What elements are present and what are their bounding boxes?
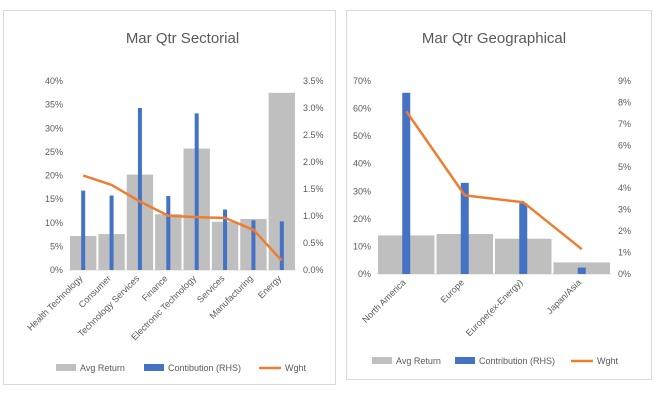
sectorial-category-label: Energy xyxy=(256,273,284,301)
sectorial-right-tick-label: 3.0% xyxy=(303,103,324,113)
geographical-category-label: North America xyxy=(360,277,407,324)
sectorial-contribution-bar xyxy=(166,196,171,270)
geographical-right-tick-label: 1% xyxy=(618,248,631,258)
geographical-right-tick-label: 6% xyxy=(618,140,631,150)
sectorial-right-tick-label: 2.0% xyxy=(303,157,324,167)
sectorial-chart: Mar Qtr Sectorial 0% 5% 10% 15% 20% 25% 30% 35% 4… xyxy=(25,30,324,373)
sectorial-legend-avg-return-swatch xyxy=(56,364,76,371)
geographical-chart-panel: Mar Qtr Geographical 0% 10% 20% 30% 40% 50% 60%… xyxy=(346,10,652,380)
geographical-right-tick-label: 4% xyxy=(618,183,631,193)
sectorial-left-tick-label: 30% xyxy=(45,123,63,133)
sectorial-contribution-bar xyxy=(279,221,284,270)
sectorial-right-tick-label: 0.5% xyxy=(303,238,324,248)
geographical-legend-contribution-swatch xyxy=(455,357,475,364)
geographical-category-label: Europe(ex-Energy) xyxy=(464,277,525,338)
geographical-left-tick-label: 30% xyxy=(353,186,371,196)
sectorial-contribution-bar xyxy=(137,108,142,270)
geographical-left-tick-label: 60% xyxy=(353,104,371,114)
geographical-right-tick-label: 7% xyxy=(618,119,631,129)
sectorial-chart-panel: Mar Qtr Sectorial 0% 5% 10% 15% 20% 25% 30% 35% 4… xyxy=(3,10,336,385)
sectorial-legend-contribution-label: Contibution (RHS) xyxy=(168,363,241,373)
geographical-left-tick-label: 20% xyxy=(353,214,371,224)
sectorial-left-tick-label: 15% xyxy=(45,194,63,204)
geographical-contribution-bar xyxy=(577,267,586,274)
sectorial-legend-avg-return-label: Avg Return xyxy=(80,363,125,373)
sectorial-left-tick-label: 25% xyxy=(45,147,63,157)
sectorial-contribution-bar xyxy=(109,195,114,270)
sectorial-contribution-bar xyxy=(81,190,86,270)
sectorial-left-tick-label: 10% xyxy=(45,218,63,228)
sectorial-legend-wght-label: Wght xyxy=(285,363,307,373)
geographical-left-tick-label: 0% xyxy=(358,269,371,279)
geographical-right-tick-label: 8% xyxy=(618,97,631,107)
geographical-right-tick-label: 2% xyxy=(618,226,631,236)
sectorial-contribution-bar xyxy=(223,209,228,270)
geographical-legend-wght-label: Wght xyxy=(597,356,619,366)
sectorial-wght-line xyxy=(82,174,283,262)
geographical-left-tick-label: 70% xyxy=(353,76,371,86)
sectorial-left-tick-label: 20% xyxy=(45,171,63,181)
sectorial-right-tick-label: 1.5% xyxy=(303,184,324,194)
sectorial-right-tick-label: 3.5% xyxy=(303,76,324,86)
geographical-legend-avg-return-swatch xyxy=(372,357,392,364)
geographical-chart-title: Mar Qtr Geographical xyxy=(422,30,566,47)
geographical-category-label: Europe xyxy=(439,277,467,305)
geographical-category-label: Japan/Asia xyxy=(545,277,584,316)
geographical-right-tick-label: 9% xyxy=(618,76,631,86)
sectorial-chart-title: Mar Qtr Sectorial xyxy=(126,30,239,47)
geographical-legend-avg-return-label: Avg Return xyxy=(396,356,441,366)
sectorial-contribution-bar xyxy=(251,220,256,270)
geographical-wght-line xyxy=(405,110,583,251)
geographical-left-tick-label: 50% xyxy=(353,131,371,141)
geographical-left-tick-label: 10% xyxy=(353,241,371,251)
geographical-contribution-bar xyxy=(402,92,411,275)
sectorial-left-tick-label: 0% xyxy=(50,265,63,275)
geographical-legend-contribution-label: Contribution (RHS) xyxy=(479,356,555,366)
sectorial-right-tick-label: 0.0% xyxy=(303,265,324,275)
sectorial-right-tick-label: 1.0% xyxy=(303,211,324,221)
sectorial-contribution-bar xyxy=(194,113,199,271)
sectorial-left-tick-label: 5% xyxy=(50,241,63,251)
geographical-chart: Mar Qtr Geographical 0% 10% 20% 30% 40% 50% 60%… xyxy=(353,30,631,366)
sectorial-left-tick-label: 40% xyxy=(45,76,63,86)
geographical-right-tick-label: 5% xyxy=(618,162,631,172)
sectorial-left-tick-label: 35% xyxy=(45,100,63,110)
sectorial-legend-contribution-swatch xyxy=(144,364,164,371)
sectorial-right-tick-label: 2.5% xyxy=(303,130,324,140)
geographical-contribution-bar xyxy=(519,203,528,274)
geographical-right-tick-label: 0% xyxy=(618,269,631,279)
geographical-right-tick-label: 3% xyxy=(618,205,631,215)
geographical-contribution-bar xyxy=(460,182,469,274)
geographical-left-tick-label: 40% xyxy=(353,159,371,169)
